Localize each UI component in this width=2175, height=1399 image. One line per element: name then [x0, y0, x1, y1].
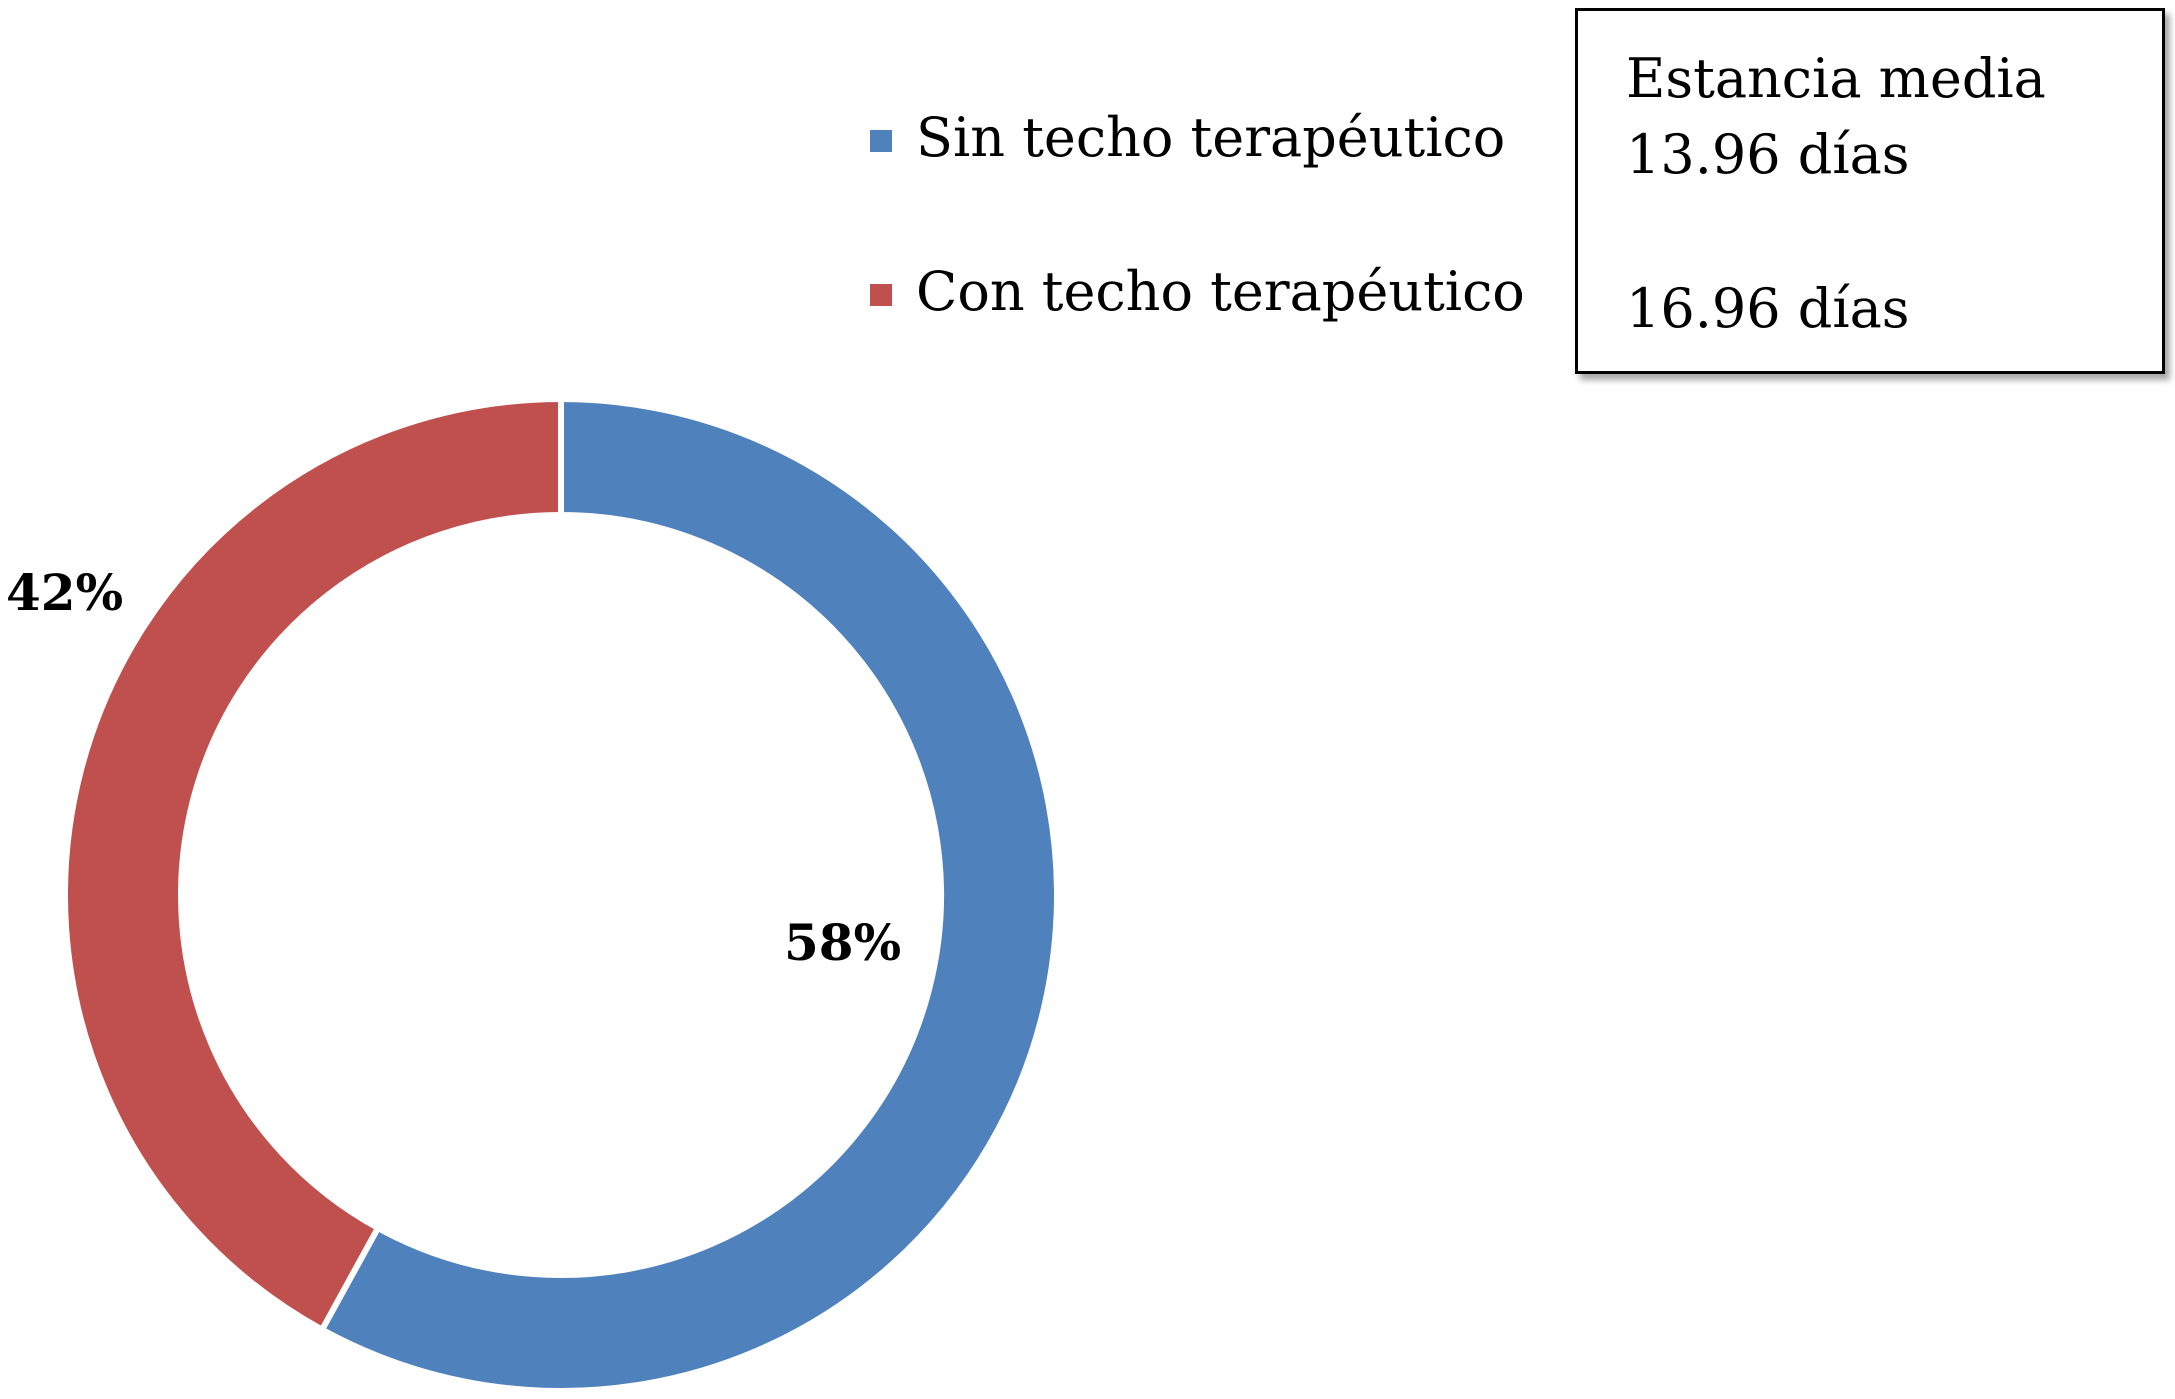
donut-slice-sin-techo: [317, 395, 1060, 1394]
average-stay-sin-techo: 13.96 días: [1626, 123, 1910, 186]
slice-label-con-techo: 42%: [6, 563, 123, 622]
average-stay-box: Estancia media 13.96 días 16.96 días: [1575, 8, 2165, 374]
legend-label-con-techo: Con techo terapéutico: [916, 260, 1525, 323]
slice-label-sin-techo: 58%: [784, 913, 901, 972]
legend-swatch-con-techo: [870, 284, 892, 306]
average-stay-con-techo: 16.96 días: [1626, 277, 1910, 340]
donut-slice-con-techo: [62, 395, 564, 1334]
donut-slices: [62, 395, 1060, 1394]
legend-swatch-sin-techo: [870, 130, 892, 152]
legend-label-sin-techo: Sin techo terapéutico: [916, 106, 1506, 169]
average-stay-title: Estancia media: [1626, 47, 2046, 110]
